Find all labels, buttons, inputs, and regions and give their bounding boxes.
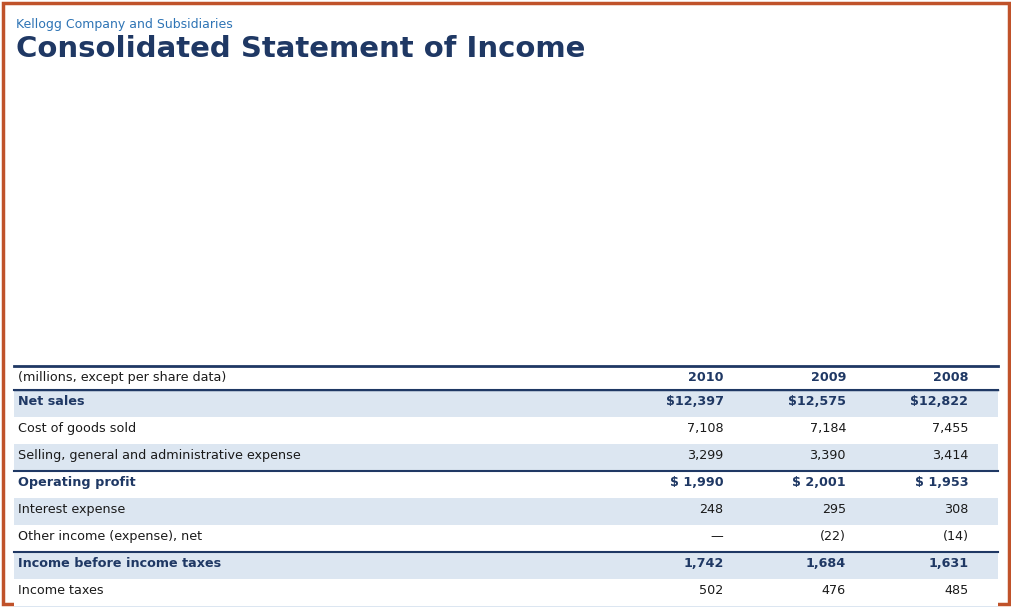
Bar: [14, 444, 997, 471]
Text: Cost of goods sold: Cost of goods sold: [18, 422, 136, 435]
Text: 2009: 2009: [810, 371, 845, 384]
Text: 7,184: 7,184: [809, 422, 845, 435]
Text: 485: 485: [943, 584, 968, 597]
Text: $ 1,953: $ 1,953: [914, 476, 968, 489]
Text: $ 2,001: $ 2,001: [792, 476, 845, 489]
Text: Selling, general and administrative expense: Selling, general and administrative expe…: [18, 449, 300, 462]
Text: 502: 502: [699, 584, 723, 597]
Text: 2008: 2008: [932, 371, 968, 384]
Text: 476: 476: [821, 584, 845, 597]
Text: 3,390: 3,390: [809, 449, 845, 462]
Text: 308: 308: [943, 503, 968, 516]
Text: (millions, except per share data): (millions, except per share data): [18, 371, 226, 384]
Bar: [14, 498, 997, 525]
Text: 2010: 2010: [687, 371, 723, 384]
Bar: [14, 525, 997, 552]
Text: (22): (22): [819, 530, 845, 543]
Text: $12,575: $12,575: [788, 395, 845, 408]
Text: 248: 248: [699, 503, 723, 516]
Text: Net sales: Net sales: [18, 395, 85, 408]
Text: Operating profit: Operating profit: [18, 476, 135, 489]
Text: 295: 295: [821, 503, 845, 516]
Bar: [14, 552, 997, 579]
Text: Kellogg Company and Subsidiaries: Kellogg Company and Subsidiaries: [16, 18, 233, 31]
Text: Income before income taxes: Income before income taxes: [18, 557, 221, 570]
Text: Other income (expense), net: Other income (expense), net: [18, 530, 202, 543]
Bar: [14, 390, 997, 417]
Text: $12,822: $12,822: [910, 395, 968, 408]
Bar: [14, 606, 997, 607]
Text: 7,108: 7,108: [686, 422, 723, 435]
Text: 1,742: 1,742: [682, 557, 723, 570]
Text: 3,299: 3,299: [686, 449, 723, 462]
Bar: [14, 471, 997, 498]
Text: 1,684: 1,684: [805, 557, 845, 570]
Text: —: —: [710, 530, 723, 543]
Text: 1,631: 1,631: [927, 557, 968, 570]
Text: Income taxes: Income taxes: [18, 584, 104, 597]
Text: Consolidated Statement of Income: Consolidated Statement of Income: [16, 35, 584, 63]
Text: Interest expense: Interest expense: [18, 503, 125, 516]
Text: 7,455: 7,455: [931, 422, 968, 435]
Text: (14): (14): [941, 530, 968, 543]
Text: 3,414: 3,414: [931, 449, 968, 462]
Bar: [14, 579, 997, 606]
Text: $ 1,990: $ 1,990: [669, 476, 723, 489]
Bar: [14, 417, 997, 444]
Text: $12,397: $12,397: [665, 395, 723, 408]
